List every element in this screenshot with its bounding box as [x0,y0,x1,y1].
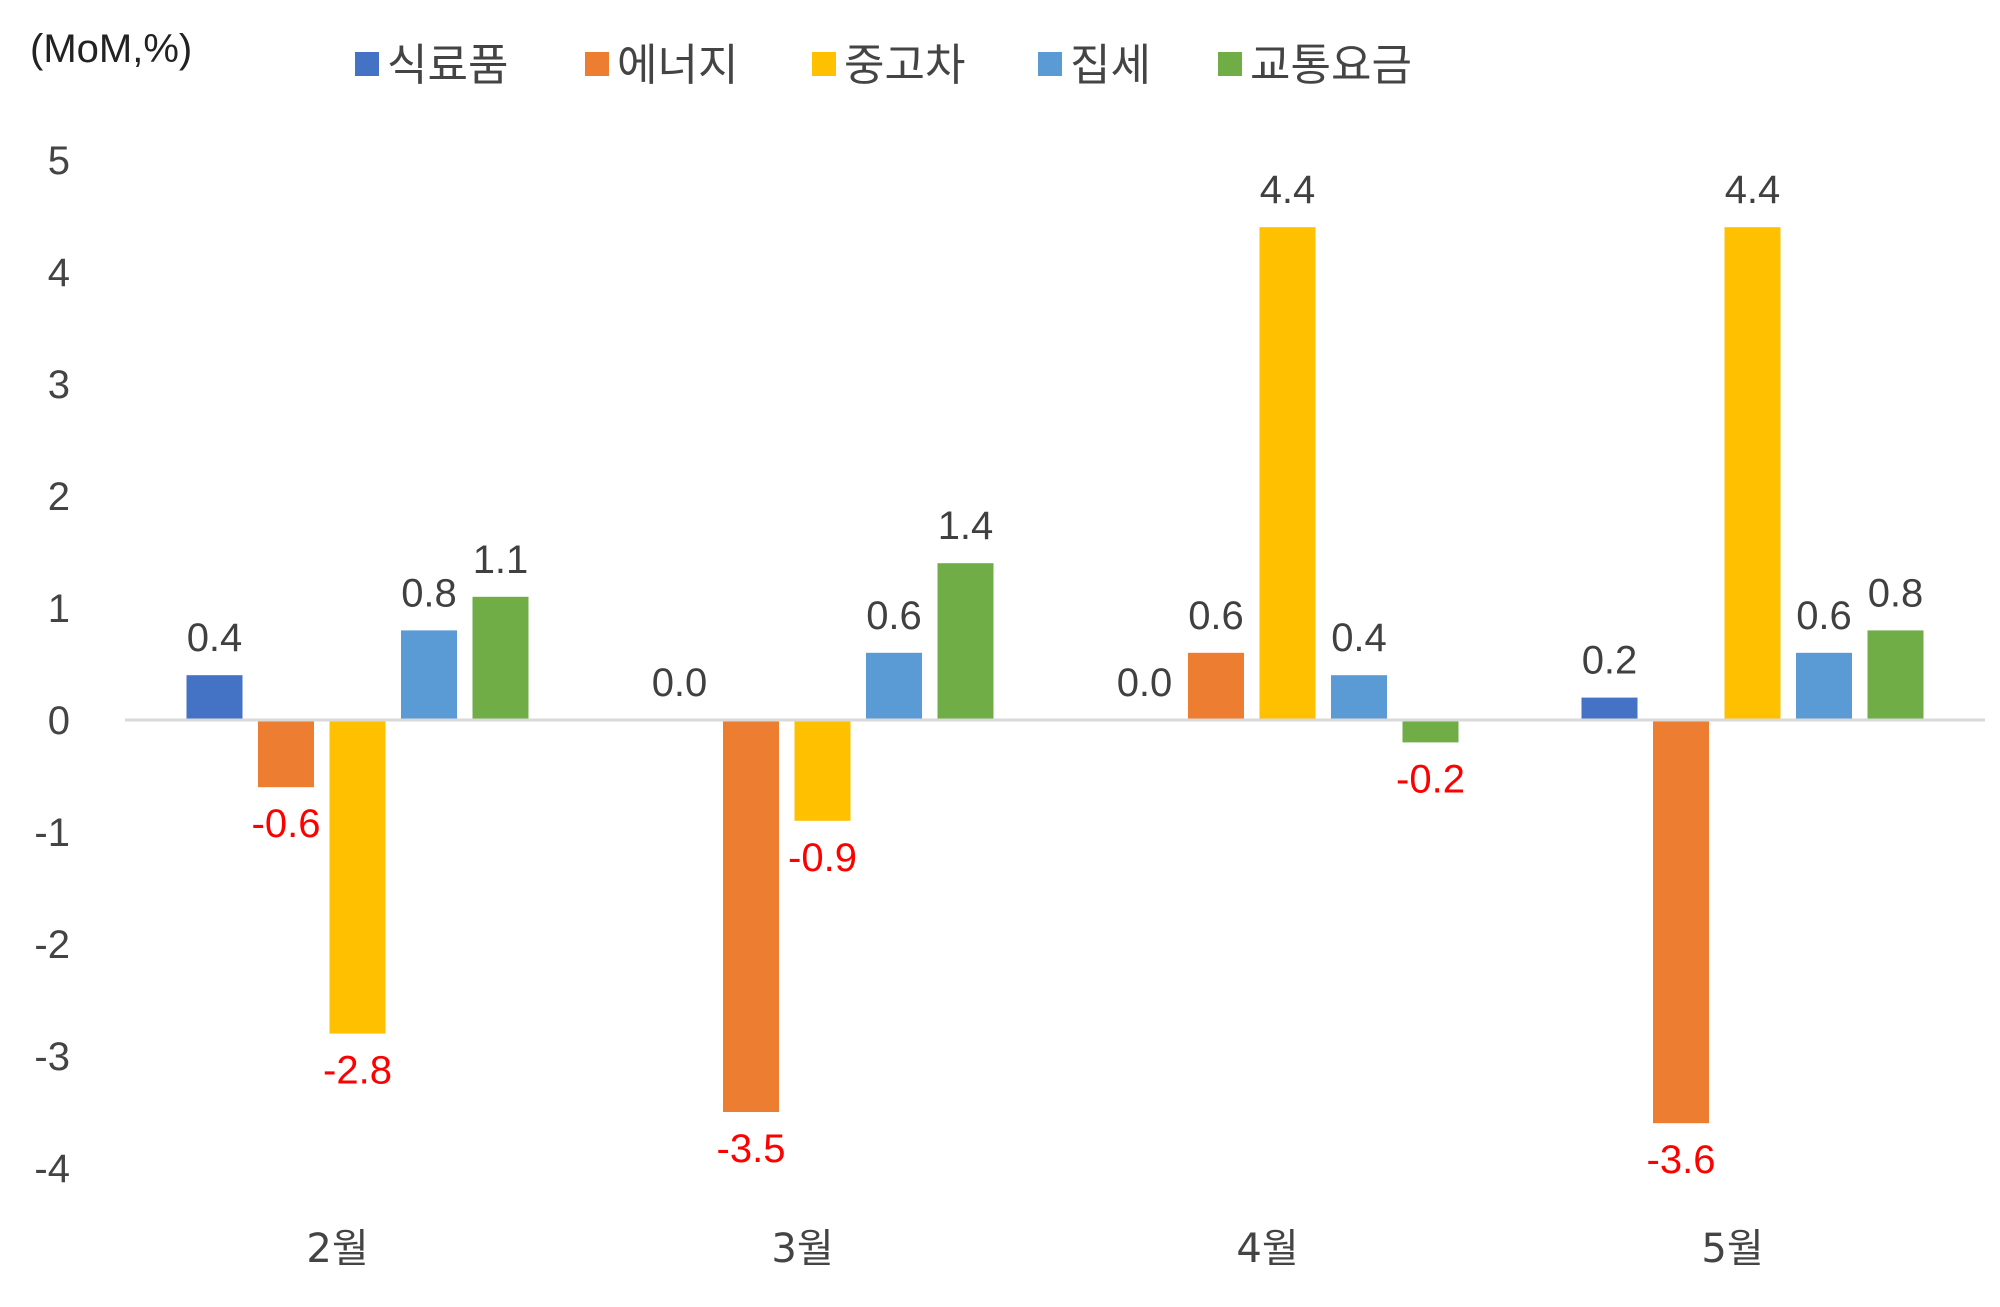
data-label: 0.4 [187,616,243,660]
data-label: -2.8 [323,1049,392,1093]
data-label: 0.0 [1117,661,1173,705]
y-tick-label: -3 [34,1035,70,1079]
bar [1331,675,1387,720]
y-tick-label: 3 [48,363,70,407]
legend-swatch [1038,52,1062,76]
legend-swatch [812,52,836,76]
bar [1724,227,1781,720]
bar [794,720,851,821]
data-label: 0.8 [401,571,457,615]
bar [1653,720,1709,1124]
data-label: 0.0 [652,661,708,705]
y-axis: 5 4 3 2 1 0 -1 -2 -3 -4 [34,139,70,1191]
legend-swatch [355,52,379,76]
y-tick-label: 0 [48,699,70,743]
legend-label: 교통요금 [1250,40,1412,91]
data-label: 1.4 [938,504,994,548]
bar [723,720,779,1112]
data-label: 0.2 [1582,639,1638,683]
bar [1259,227,1316,720]
y-tick-label: 4 [48,251,70,295]
data-label: 0.8 [1868,571,1924,615]
data-label: 4.4 [1260,168,1316,212]
bar [937,563,994,720]
y-tick-label: 5 [48,139,70,183]
data-label: 0.4 [1331,616,1387,660]
bar [258,720,314,788]
data-label: 0.6 [1188,594,1244,638]
legend: 식료품 에너지 중고차 집세 교통요금 [355,40,1412,91]
bar [866,652,922,720]
data-label: -0.2 [1396,757,1465,801]
bar [1581,697,1638,720]
x-category-label: 2월 [306,1226,368,1272]
y-tick-label: 2 [48,475,70,519]
data-labels: 0.4 -0.6 -2.8 0.8 1.1 0.0 -3.5 -0.9 0.6 1.4 0.0 0.6… [187,168,1924,1182]
x-axis: 2월 3월 4월 5월 [306,1226,1763,1272]
bar [186,675,243,720]
x-category-label: 5월 [1701,1226,1763,1272]
data-label: 1.1 [473,538,529,582]
legend-swatch [1218,52,1242,76]
bar [1796,652,1852,720]
x-category-label: 4월 [1236,1226,1298,1272]
legend-label: 식료품 [387,40,508,91]
legend-label: 중고차 [844,40,965,91]
data-label: -0.9 [788,836,857,880]
y-tick-label: -1 [34,811,70,855]
y-tick-label: -2 [34,923,70,967]
data-label: -0.6 [252,802,321,846]
bar [401,630,457,720]
bar [1402,720,1459,743]
y-tick-label: 1 [48,587,70,631]
legend-label: 집세 [1070,40,1151,91]
bars [186,227,1924,1124]
data-label: -3.6 [1647,1138,1716,1182]
unit-label: (MoM,%) [30,27,192,71]
bar [1188,652,1244,720]
bar [1867,630,1924,720]
legend-swatch [585,52,609,76]
data-label: 0.6 [866,594,922,638]
x-category-label: 3월 [771,1226,833,1272]
data-label: 4.4 [1725,168,1781,212]
y-tick-label: -4 [34,1147,70,1191]
bar [329,720,386,1034]
data-label: -3.5 [717,1127,786,1171]
data-label: 0.6 [1796,594,1852,638]
legend-label: 에너지 [617,40,738,91]
bar [472,596,529,720]
